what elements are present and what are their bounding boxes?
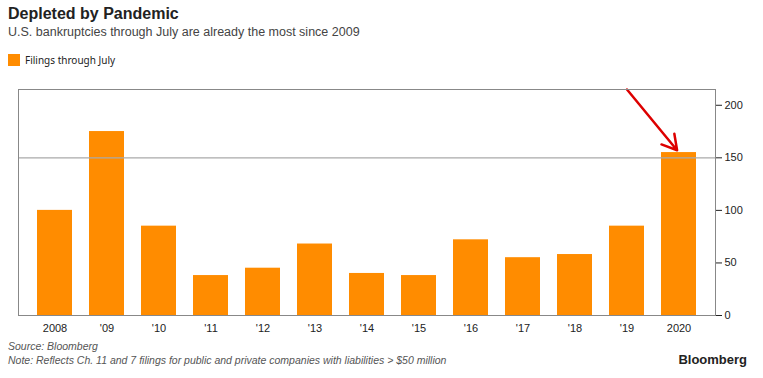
svg-text:2008: 2008	[43, 322, 67, 334]
svg-text:'13: '13	[308, 322, 322, 334]
svg-text:'12: '12	[256, 322, 270, 334]
svg-text:50: 50	[725, 256, 737, 268]
svg-text:'09: '09	[100, 322, 114, 334]
svg-text:150: 150	[725, 151, 743, 163]
svg-text:'10: '10	[152, 322, 166, 334]
html-text:Depleted by Pandemic: Depleted by Pandemic	[8, 5, 179, 22]
svg-text:'19: '19	[620, 322, 634, 334]
svg-text:'17: '17	[516, 322, 530, 334]
svg-text:100: 100	[725, 204, 743, 216]
svg-text:0: 0	[725, 309, 731, 321]
html-text:Note: Reflects Ch. 11 and 7 fi: Note: Reflects Ch. 11 and 7 filings for …	[8, 354, 447, 366]
svg-text:'14: '14	[360, 322, 374, 334]
svg-text:'16: '16	[464, 322, 478, 334]
svg-text:2020: 2020	[667, 322, 691, 334]
svg-text:'11: '11	[204, 322, 218, 334]
html-text:U.S. bankruptcies through July: U.S. bankruptcies through July are alrea…	[8, 25, 360, 39]
html-text:Source: Bloomberg: Source: Bloomberg	[8, 340, 98, 352]
svg-text:'15: '15	[412, 322, 426, 334]
html-text:Filings through July: Filings through July	[25, 52, 116, 67]
svg-text:200: 200	[725, 99, 743, 111]
svg-text:'18: '18	[568, 322, 582, 334]
html-text:Bloomberg: Bloomberg	[678, 352, 747, 367]
